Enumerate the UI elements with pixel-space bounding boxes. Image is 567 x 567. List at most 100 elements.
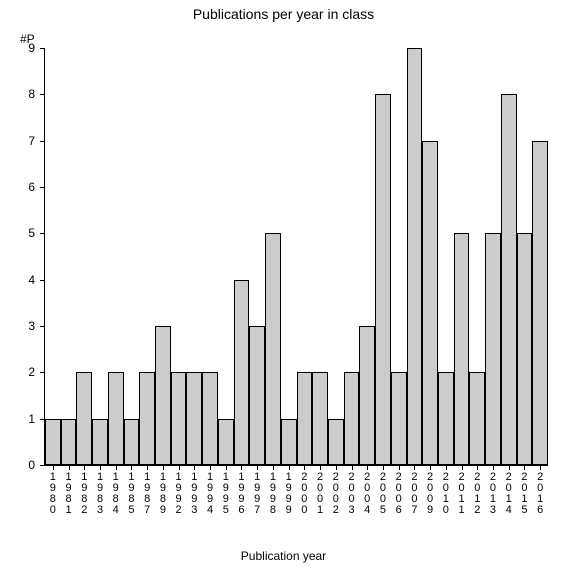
- x-tick: [336, 465, 337, 470]
- y-tick-label: 6: [28, 180, 35, 194]
- y-tick: [40, 465, 45, 466]
- x-tick: [399, 465, 400, 470]
- x-tick: [320, 465, 321, 470]
- x-tick: [509, 465, 510, 470]
- bar: [265, 233, 281, 465]
- y-tick: [40, 419, 45, 420]
- bar: [438, 372, 454, 465]
- bar: [61, 419, 77, 465]
- x-tick: [430, 465, 431, 470]
- bar: [108, 372, 124, 465]
- x-tick: [69, 465, 70, 470]
- x-tick-label: 2 0 1 3: [487, 472, 499, 516]
- y-tick-label: 3: [28, 319, 35, 333]
- y-tick: [40, 94, 45, 95]
- x-axis-label: Publication year: [0, 549, 567, 563]
- chart-container: Publications per year in class #P 012345…: [0, 0, 567, 567]
- x-tick-label: 2 0 0 7: [408, 472, 420, 516]
- bar: [422, 141, 438, 465]
- bar: [469, 372, 485, 465]
- x-tick-label: 1 9 8 0: [47, 472, 59, 516]
- x-tick: [210, 465, 211, 470]
- x-tick-label: 2 0 0 4: [361, 472, 373, 516]
- x-tick: [257, 465, 258, 470]
- y-tick-label: 9: [28, 41, 35, 55]
- x-tick: [304, 465, 305, 470]
- x-tick-label: 2 0 0 9: [424, 472, 436, 516]
- bar: [501, 94, 517, 465]
- x-tick-label: 2 0 0 2: [330, 472, 342, 516]
- x-tick-label: 1 9 8 1: [63, 472, 75, 516]
- x-tick: [540, 465, 541, 470]
- x-tick-label: 2 0 1 5: [518, 472, 530, 516]
- y-tick-label: 0: [28, 458, 35, 472]
- x-tick-label: 1 9 8 4: [110, 472, 122, 516]
- x-tick-label: 2 0 1 4: [503, 472, 515, 516]
- bar: [124, 419, 140, 465]
- bar: [485, 233, 501, 465]
- x-tick-label: 2 0 1 2: [471, 472, 483, 516]
- bar: [155, 326, 171, 465]
- y-tick: [40, 372, 45, 373]
- x-tick: [194, 465, 195, 470]
- y-tick-label: 7: [28, 134, 35, 148]
- y-tick-label: 2: [28, 365, 35, 379]
- x-tick: [462, 465, 463, 470]
- bar: [454, 233, 470, 465]
- bar: [517, 233, 533, 465]
- bar: [281, 419, 297, 465]
- x-tick: [147, 465, 148, 470]
- x-tick: [226, 465, 227, 470]
- bar: [391, 372, 407, 465]
- bar: [375, 94, 391, 465]
- x-tick-label: 2 0 1 0: [440, 472, 452, 516]
- bar: [407, 48, 423, 465]
- x-tick-label: 1 9 9 2: [173, 472, 185, 516]
- y-tick: [40, 280, 45, 281]
- y-tick-label: 4: [28, 273, 35, 287]
- bar: [92, 419, 108, 465]
- x-tick: [163, 465, 164, 470]
- x-tick: [414, 465, 415, 470]
- x-tick: [241, 465, 242, 470]
- x-tick-label: 1 9 9 7: [251, 472, 263, 516]
- bar: [139, 372, 155, 465]
- x-tick: [53, 465, 54, 470]
- y-tick: [40, 326, 45, 327]
- bar: [202, 372, 218, 465]
- x-tick: [367, 465, 368, 470]
- x-tick: [493, 465, 494, 470]
- x-tick: [352, 465, 353, 470]
- x-tick-label: 1 9 8 5: [125, 472, 137, 516]
- y-tick-label: 1: [28, 412, 35, 426]
- bar: [249, 326, 265, 465]
- x-tick-label: 1 9 9 4: [204, 472, 216, 516]
- x-tick-label: 1 9 8 9: [157, 472, 169, 516]
- x-tick: [524, 465, 525, 470]
- bar: [344, 372, 360, 465]
- x-tick-label: 1 9 8 7: [141, 472, 153, 516]
- bar: [76, 372, 92, 465]
- y-tick-label: 8: [28, 87, 35, 101]
- y-tick-label: 5: [28, 226, 35, 240]
- x-tick-label: 1 9 9 8: [267, 472, 279, 516]
- chart-title: Publications per year in class: [0, 6, 567, 22]
- x-tick-label: 1 9 9 3: [188, 472, 200, 516]
- bar: [328, 419, 344, 465]
- plot-area: 01234567891 9 8 01 9 8 11 9 8 21 9 8 31 …: [44, 48, 548, 466]
- x-tick-label: 2 0 0 3: [346, 472, 358, 516]
- x-tick-label: 2 0 0 1: [314, 472, 326, 516]
- x-tick-label: 2 0 1 6: [534, 472, 546, 516]
- x-tick-label: 1 9 9 6: [235, 472, 247, 516]
- x-tick: [477, 465, 478, 470]
- x-tick: [131, 465, 132, 470]
- x-tick: [289, 465, 290, 470]
- x-tick-label: 1 9 9 5: [220, 472, 232, 516]
- x-tick-label: 1 9 9 9: [283, 472, 295, 516]
- y-tick: [40, 141, 45, 142]
- x-tick-label: 1 9 8 3: [94, 472, 106, 516]
- x-tick-label: 2 0 1 1: [456, 472, 468, 516]
- bar: [297, 372, 313, 465]
- bar: [218, 419, 234, 465]
- bar: [234, 280, 250, 465]
